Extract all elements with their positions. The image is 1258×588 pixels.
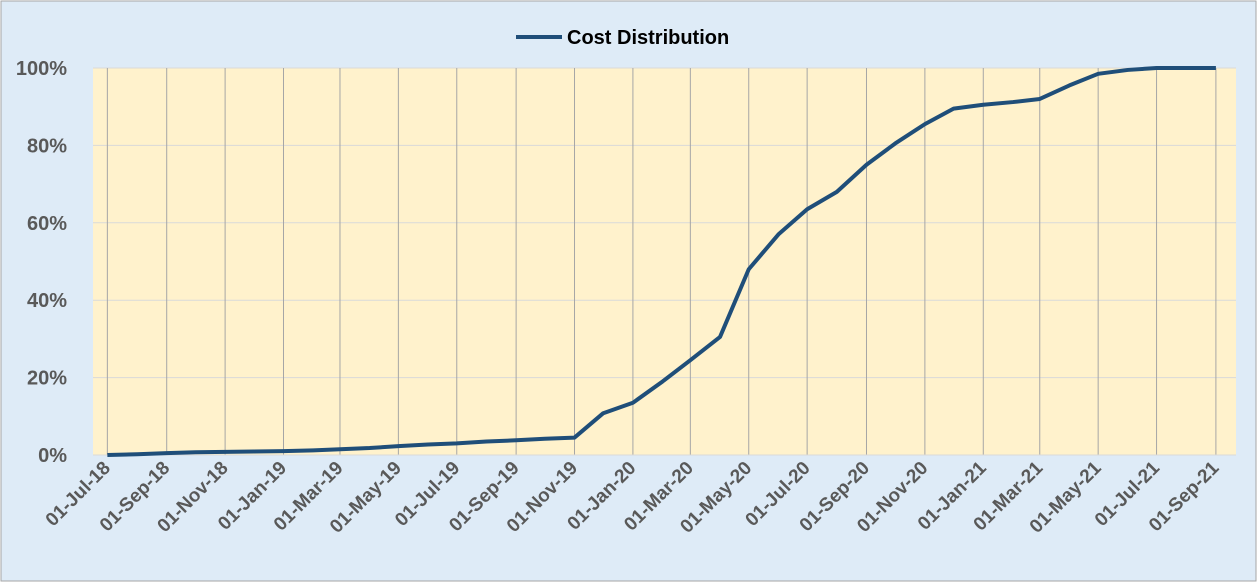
legend-label: Cost Distribution <box>567 27 729 49</box>
y-tick-label: 100% <box>16 58 67 80</box>
y-tick-label: 60% <box>27 213 67 235</box>
y-tick-label: 80% <box>27 135 67 157</box>
y-tick-label: 0% <box>38 445 67 467</box>
y-tick-label: 40% <box>27 290 67 312</box>
plot-area <box>93 68 1236 455</box>
y-tick-label: 20% <box>27 368 67 390</box>
line-series <box>107 66 1216 457</box>
